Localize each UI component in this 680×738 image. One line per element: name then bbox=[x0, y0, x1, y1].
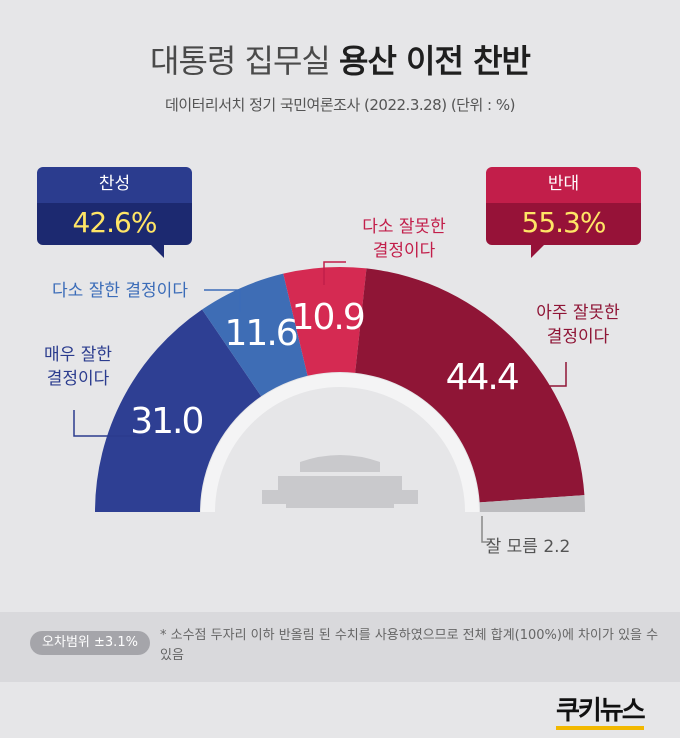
title-plain: 대통령 집무실 bbox=[150, 42, 331, 80]
oppose-label: 반대 bbox=[486, 167, 641, 203]
support-box-pointer bbox=[150, 244, 164, 258]
page-title: 대통령 집무실 용산 이전 찬반 bbox=[0, 36, 680, 82]
value-label-very-good: 31.0 bbox=[130, 401, 202, 442]
callout-very-bad-line-1: 아주 잘못한 bbox=[536, 303, 620, 323]
callout-very-bad-line-2: 결정이다 bbox=[547, 327, 610, 347]
support-label: 찬성 bbox=[37, 167, 192, 203]
margin-of-error-badge: 오차범위 ±3.1% bbox=[30, 631, 150, 655]
slice-very-good bbox=[95, 309, 262, 512]
leader-somewhat-good bbox=[204, 289, 241, 312]
oppose-summary-box: 반대 55.3% bbox=[486, 167, 641, 245]
value-label-somewhat-good: 11.6 bbox=[225, 313, 297, 354]
callout-very-good-line-2: 결정이다 bbox=[47, 369, 110, 389]
page-subtitle: 데이터리서치 정기 국민여론조사 (2022.3.28) (단위 : %) bbox=[165, 96, 515, 114]
footnote-text: * 소수점 두자리 이하 반올림 된 수치를 사용하였으므로 전체 합계(100… bbox=[160, 628, 659, 663]
callout-dont-know-line-1: 잘 모름 2.2 bbox=[486, 537, 571, 557]
oppose-box-pointer bbox=[531, 244, 545, 258]
callout-somewhat-bad-line-1: 다소 잘못한 bbox=[362, 217, 446, 237]
leader-very-bad bbox=[540, 362, 567, 387]
leader-very-good bbox=[73, 410, 142, 437]
oppose-value: 55.3% bbox=[486, 203, 641, 245]
callout-somewhat-good-line-1: 다소 잘한 결정이다 bbox=[52, 281, 188, 301]
leader-dont-know bbox=[481, 516, 490, 543]
leader-somewhat-bad bbox=[323, 261, 346, 285]
value-label-somewhat-bad: 10.9 bbox=[292, 297, 364, 338]
support-value: 42.6% bbox=[37, 203, 192, 245]
brand-name: 쿠키뉴스 bbox=[556, 696, 646, 730]
support-summary-box: 찬성 42.6% bbox=[37, 167, 192, 245]
brand-logo: 쿠키뉴스 bbox=[556, 690, 646, 730]
callout-very-good-line-1: 매우 잘한 bbox=[44, 345, 112, 365]
slice-somewhat-bad bbox=[283, 267, 367, 376]
slice-dont-know bbox=[479, 495, 585, 512]
slice-very-bad bbox=[355, 268, 585, 503]
inner-ring bbox=[201, 373, 479, 513]
title-bold: 용산 이전 찬반 bbox=[339, 42, 531, 80]
callout-somewhat-bad-line-2: 결정이다 bbox=[373, 241, 436, 261]
value-label-very-bad: 44.4 bbox=[446, 357, 518, 398]
blue-house-illustration bbox=[262, 455, 418, 508]
slice-somewhat-good bbox=[202, 273, 308, 397]
